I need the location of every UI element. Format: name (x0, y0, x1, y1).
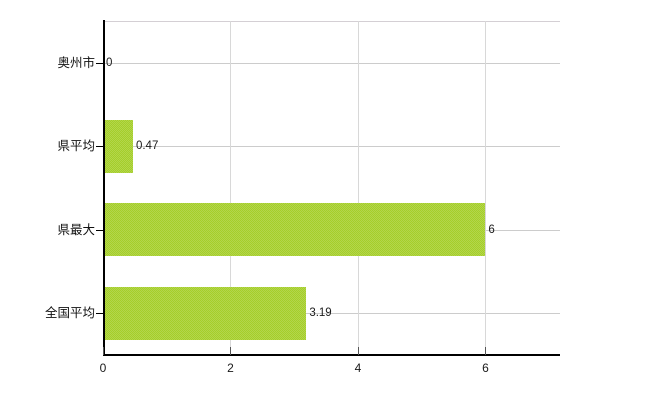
bar[interactable] (103, 203, 486, 257)
value-label-1: 0 (106, 56, 113, 69)
y-axis-tick (96, 63, 103, 64)
gridline-vertical (230, 21, 231, 355)
category-label-3: 県最大 (57, 222, 95, 237)
gridline-vertical (485, 21, 486, 355)
x-axis-tick (485, 347, 486, 355)
x-axis-tick-label-4: 6 (482, 361, 489, 375)
x-axis-tick (230, 347, 231, 355)
x-axis-tick (103, 347, 104, 355)
plot-top-border (103, 21, 560, 22)
gridline-horizontal (103, 313, 560, 314)
y-axis-tick (96, 230, 103, 231)
bar[interactable] (103, 119, 133, 173)
gridline-horizontal (103, 146, 560, 147)
category-label-1: 奥州市 (57, 55, 95, 70)
x-axis-tick-label-2: 2 (227, 361, 234, 375)
value-label-2: 0.47 (135, 140, 159, 153)
x-axis-tick (358, 347, 359, 355)
x-axis-line (103, 354, 560, 356)
y-axis-tick (96, 146, 103, 147)
category-label-4: 全国平均 (44, 306, 95, 321)
y-axis-line (103, 20, 105, 356)
gridline-horizontal (103, 63, 560, 64)
gridline-vertical (358, 21, 359, 355)
plot-area (103, 21, 560, 355)
y-axis-labels: 奥州市県平均県最大全国平均 (0, 0, 95, 400)
value-label-3: 6 (488, 223, 495, 236)
bar[interactable] (103, 286, 307, 340)
y-axis-tick (96, 313, 103, 314)
category-label-2: 県平均 (57, 139, 95, 154)
value-label-4: 3.19 (309, 307, 332, 320)
x-axis-tick-label-1: 0 (99, 361, 107, 375)
x-axis-tick-label-3: 4 (354, 361, 362, 375)
